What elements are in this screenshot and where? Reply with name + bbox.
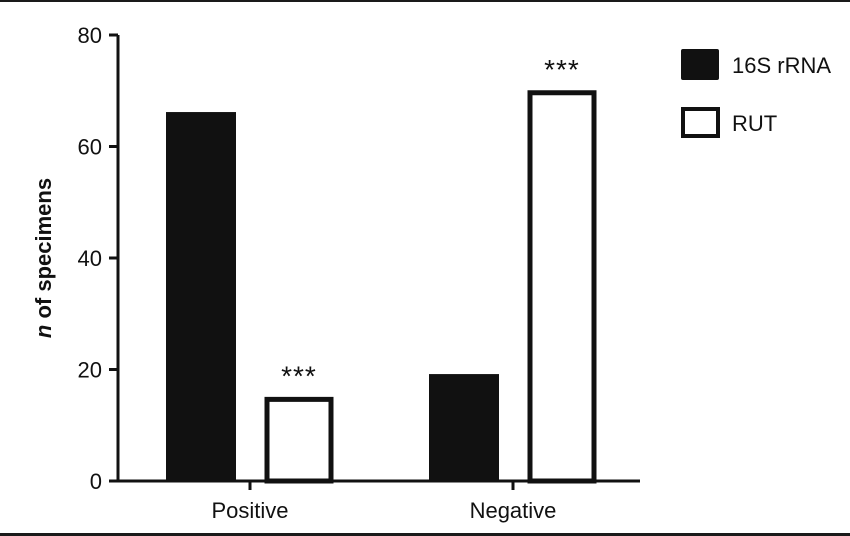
bar-16s-rrna [166, 112, 236, 483]
y-tick-label: 0 [90, 469, 102, 494]
legend-label: RUT [732, 111, 777, 136]
legend: 16S rRNA RUT [681, 49, 831, 138]
x-category-label: Positive [211, 498, 288, 523]
top-rule [0, 0, 850, 2]
bars [166, 90, 597, 484]
y-tick-label: 80 [78, 23, 102, 48]
significance-marker: *** [544, 54, 580, 85]
legend-swatch-outline [681, 107, 720, 138]
y-axis-label: n of specimens [31, 178, 56, 338]
x-category-label: Negative [470, 498, 557, 523]
significance-marker: *** [281, 360, 317, 391]
y-tick-label: 60 [78, 135, 102, 160]
y-axis-label-rest: of specimens [31, 178, 56, 325]
significance-annotations: *** *** [281, 54, 580, 392]
y-axis-label-italic: n [31, 325, 56, 338]
legend-label: 16S rRNA [732, 53, 831, 78]
axes: 0 20 40 60 80 Positive Negative [78, 23, 640, 523]
y-tick-label: 20 [78, 358, 102, 383]
y-tick-label: 40 [78, 246, 102, 271]
legend-swatch-filled [681, 49, 719, 80]
bar-16s-rrna [429, 374, 499, 483]
bar-rut [527, 90, 597, 484]
bottom-rule [0, 533, 850, 536]
bar-rut [264, 396, 334, 484]
